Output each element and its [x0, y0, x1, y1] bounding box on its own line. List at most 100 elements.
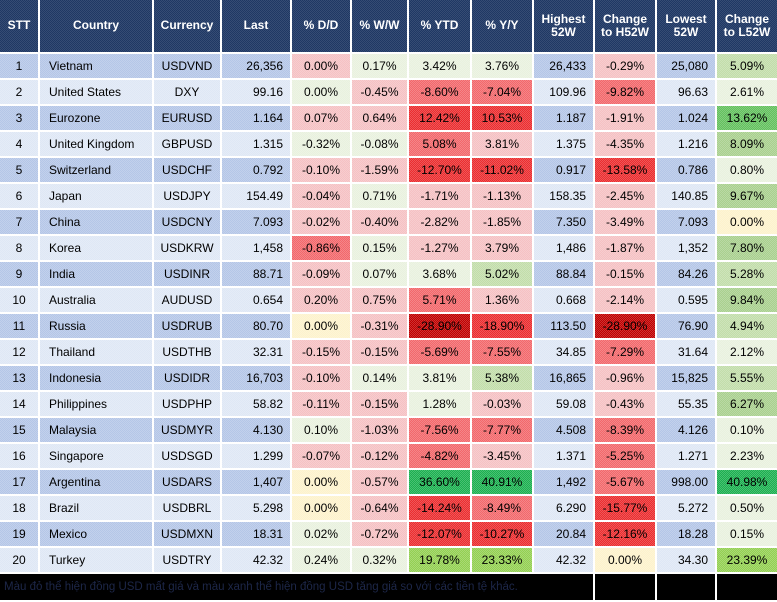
- table-cell: -15.77%: [595, 496, 655, 520]
- table-cell: 9: [0, 262, 38, 286]
- table-cell: 0.00%: [292, 80, 350, 104]
- table-cell: 7: [0, 210, 38, 234]
- table-cell: -3.49%: [595, 210, 655, 234]
- table-cell: -2.14%: [595, 288, 655, 312]
- table-cell: -0.10%: [292, 158, 350, 182]
- table-cell: Australia: [40, 288, 152, 312]
- table-cell: -0.15%: [595, 262, 655, 286]
- table-cell: Turkey: [40, 548, 152, 572]
- table-cell: USDARS: [154, 470, 220, 494]
- table-cell: 1,458: [222, 236, 290, 260]
- table-cell: 13: [0, 366, 38, 390]
- table-cell: 10.53%: [472, 106, 532, 130]
- table-cell: 23.33%: [472, 548, 532, 572]
- table-cell: Brazil: [40, 496, 152, 520]
- table-cell: -8.49%: [472, 496, 532, 520]
- table-cell: AUDUSD: [154, 288, 220, 312]
- table-cell: 59.08: [534, 392, 593, 416]
- footer-cell: [717, 574, 777, 600]
- table-cell: 1,407: [222, 470, 290, 494]
- table-cell: 0.80%: [717, 158, 777, 182]
- table-cell: -12.70%: [409, 158, 470, 182]
- table-cell: 7.093: [222, 210, 290, 234]
- column-header: % W/W: [352, 0, 407, 52]
- table-cell: 0.786: [657, 158, 715, 182]
- table-cell: -28.90%: [595, 314, 655, 338]
- table-cell: 1,352: [657, 236, 715, 260]
- table-cell: 0.32%: [352, 548, 407, 572]
- table-cell: -8.39%: [595, 418, 655, 442]
- table-cell: 15,825: [657, 366, 715, 390]
- table-cell: 1.36%: [472, 288, 532, 312]
- table-cell: 20: [0, 548, 38, 572]
- table-cell: 55.35: [657, 392, 715, 416]
- table-cell: 25,080: [657, 54, 715, 78]
- table-cell: -0.45%: [352, 80, 407, 104]
- table-cell: -4.82%: [409, 444, 470, 468]
- table-cell: 1,492: [534, 470, 593, 494]
- table-cell: 1.271: [657, 444, 715, 468]
- table-cell: Argentina: [40, 470, 152, 494]
- table-cell: -0.04%: [292, 184, 350, 208]
- table-cell: -0.15%: [292, 340, 350, 364]
- table-cell: 99.16: [222, 80, 290, 104]
- table-cell: 88.71: [222, 262, 290, 286]
- table-cell: -7.55%: [472, 340, 532, 364]
- table-cell: -9.82%: [595, 80, 655, 104]
- table-cell: -14.24%: [409, 496, 470, 520]
- table-cell: United Kingdom: [40, 132, 152, 156]
- table-cell: 5.55%: [717, 366, 777, 390]
- table-cell: 0.00%: [292, 496, 350, 520]
- table-cell: 0.654: [222, 288, 290, 312]
- table-cell: USDPHP: [154, 392, 220, 416]
- table-cell: 84.26: [657, 262, 715, 286]
- column-header: Highest 52W: [534, 0, 593, 52]
- table-cell: 0.00%: [292, 54, 350, 78]
- table-cell: 140.85: [657, 184, 715, 208]
- table-cell: 18.28: [657, 522, 715, 546]
- table-cell: 0.50%: [717, 496, 777, 520]
- column-header: Currency: [154, 0, 220, 52]
- table-cell: 2.61%: [717, 80, 777, 104]
- table-cell: 26,356: [222, 54, 290, 78]
- table-cell: USDINR: [154, 262, 220, 286]
- table-cell: 34.85: [534, 340, 593, 364]
- table-cell: -2.45%: [595, 184, 655, 208]
- table-cell: Japan: [40, 184, 152, 208]
- table-cell: 1,486: [534, 236, 593, 260]
- table-cell: Singapore: [40, 444, 152, 468]
- table-cell: 5.02%: [472, 262, 532, 286]
- footer-note: Màu đỏ thể hiện đồng USD mất giá và màu …: [0, 574, 593, 600]
- table-cell: -28.90%: [409, 314, 470, 338]
- table-cell: -0.96%: [595, 366, 655, 390]
- table-cell: 80.70: [222, 314, 290, 338]
- table-cell: -5.25%: [595, 444, 655, 468]
- table-cell: -7.56%: [409, 418, 470, 442]
- table-cell: -1.59%: [352, 158, 407, 182]
- table-cell: -0.43%: [595, 392, 655, 416]
- table-cell: -0.40%: [352, 210, 407, 234]
- table-cell: 42.32: [534, 548, 593, 572]
- table-cell: -7.29%: [595, 340, 655, 364]
- table-cell: 34.30: [657, 548, 715, 572]
- table-cell: 3.81%: [472, 132, 532, 156]
- table-cell: 12.42%: [409, 106, 470, 130]
- table-cell: -4.35%: [595, 132, 655, 156]
- table-cell: USDIDR: [154, 366, 220, 390]
- table-cell: USDTRY: [154, 548, 220, 572]
- table-cell: China: [40, 210, 152, 234]
- table-cell: 1.216: [657, 132, 715, 156]
- table-cell: 1.024: [657, 106, 715, 130]
- table-cell: 1.315: [222, 132, 290, 156]
- table-cell: -3.45%: [472, 444, 532, 468]
- table-cell: 0.00%: [595, 548, 655, 572]
- table-cell: USDCNY: [154, 210, 220, 234]
- table-cell: -0.29%: [595, 54, 655, 78]
- table-cell: -0.02%: [292, 210, 350, 234]
- table-cell: -0.09%: [292, 262, 350, 286]
- table-cell: 3.81%: [409, 366, 470, 390]
- table-cell: 16: [0, 444, 38, 468]
- table-cell: 0.20%: [292, 288, 350, 312]
- table-cell: 0.64%: [352, 106, 407, 130]
- table-cell: 23.39%: [717, 548, 777, 572]
